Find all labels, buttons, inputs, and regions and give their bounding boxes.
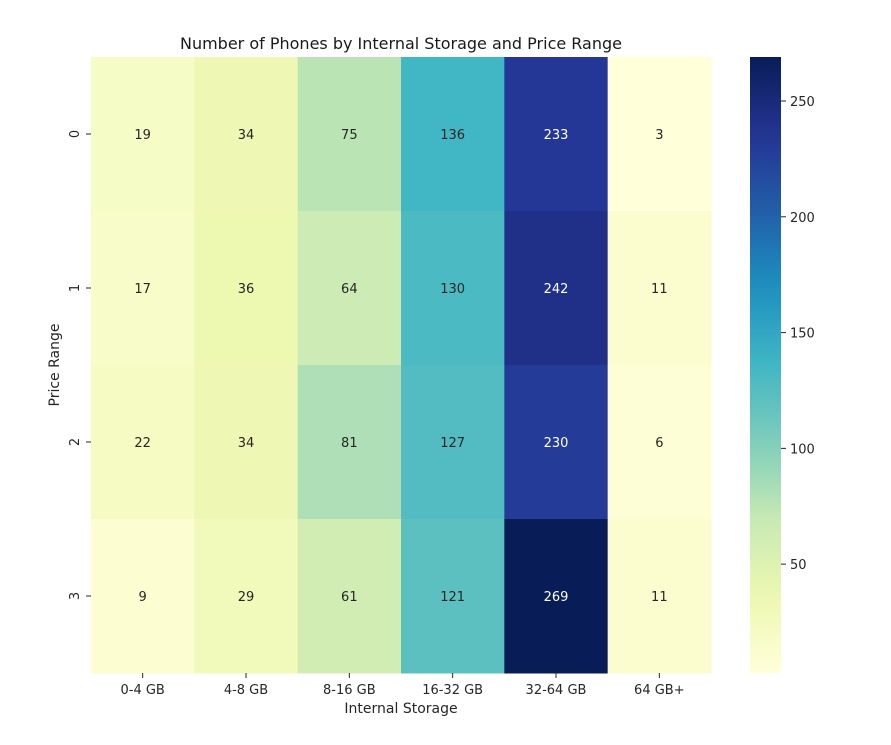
- cell-value-label: 9: [139, 590, 147, 605]
- colorbar-tick-label: 100: [790, 442, 815, 457]
- cell-value-label: 130: [440, 282, 465, 297]
- heatmap-cell: [607, 57, 712, 212]
- cell-value-label: 17: [134, 282, 151, 297]
- heatmap-cell: [297, 519, 402, 674]
- y-axis-ticks: 0 1 2 3: [68, 130, 91, 600]
- colorbar-tick-label: 150: [790, 327, 815, 342]
- cell-value-label: 19: [134, 128, 151, 143]
- cell-value-label: 233: [544, 128, 569, 143]
- cell-value-label: 29: [238, 590, 255, 605]
- heatmap-cell: [91, 519, 195, 674]
- cell-value-label: 242: [544, 282, 569, 297]
- cell-value-label: 127: [440, 436, 465, 451]
- x-tick-label: 16-32 GB: [422, 683, 483, 698]
- cell-value-label: 34: [238, 128, 255, 143]
- cell-value-label: 3: [655, 128, 663, 143]
- x-tick-label: 32-64 GB: [526, 683, 587, 698]
- heatmap-cell: [194, 211, 299, 366]
- cell-value-label: 64: [341, 282, 358, 297]
- x-axis-label: Internal Storage: [344, 701, 457, 717]
- heatmap-cell: [297, 365, 402, 520]
- heatmap-cell: [401, 211, 505, 366]
- cell-value-label: 136: [440, 128, 465, 143]
- cell-value-label: 34: [238, 436, 255, 451]
- heatmap-cell: [504, 211, 609, 366]
- heatmap-cell: [91, 365, 195, 520]
- cell-value-label: 36: [238, 282, 255, 297]
- heatmap-cell: [194, 519, 299, 674]
- y-tick-label: 3: [68, 592, 83, 600]
- y-tick-label: 2: [68, 438, 83, 446]
- cell-value-label: 75: [341, 128, 358, 143]
- heatmap-cell: [297, 211, 402, 366]
- heatmap-cell: [91, 211, 195, 366]
- heatmap-cell: [297, 57, 402, 212]
- x-tick-label: 8-16 GB: [323, 683, 376, 698]
- colorbar-ticks: 50 100 150 200 250: [781, 95, 815, 573]
- heatmap-cell: [91, 57, 195, 212]
- heatmap-cell: [504, 365, 609, 520]
- cell-value-label: 230: [544, 436, 569, 451]
- colorbar-tick-label: 250: [790, 95, 815, 110]
- chart-title: Number of Phones by Internal Storage and…: [180, 34, 622, 53]
- cell-value-label: 22: [134, 436, 151, 451]
- heatmap-cell: [194, 365, 299, 520]
- heatmap-cell: [401, 519, 505, 674]
- heatmap-cell: [607, 365, 712, 520]
- colorbar: 50 100 150 200 250: [750, 57, 815, 673]
- cell-value-label: 81: [341, 436, 358, 451]
- y-tick-label: 1: [68, 284, 83, 292]
- x-tick-label: 0-4 GB: [120, 683, 164, 698]
- colorbar-tick-label: 200: [790, 211, 815, 226]
- heatmap-cell: [401, 365, 505, 520]
- heatmap-cell: [194, 57, 299, 212]
- cell-value-label: 11: [651, 282, 668, 297]
- heatmap-cell: [607, 211, 712, 366]
- cell-value-label: 269: [544, 590, 569, 605]
- heatmap-cell: [504, 57, 609, 212]
- x-tick-label: 64 GB+: [634, 683, 685, 698]
- heatmap-cells: 19 34 75 136 233 3 17 36 64 130 242 11 22 34 81 127 230 6…: [91, 57, 712, 674]
- cell-value-label: 11: [651, 590, 668, 605]
- cell-value-label: 61: [341, 590, 358, 605]
- colorbar-gradient: [750, 57, 781, 673]
- x-axis-ticks: 0-4 GB 4-8 GB 8-16 GB 16-32 GB 32-64 GB 64 GB…: [120, 673, 685, 698]
- heatmap-cell: [401, 57, 505, 212]
- cell-value-label: 121: [440, 590, 465, 605]
- y-tick-label: 0: [68, 130, 83, 138]
- heatmap-cell: [607, 519, 712, 674]
- x-tick-label: 4-8 GB: [224, 683, 268, 698]
- cell-value-label: 6: [655, 436, 663, 451]
- y-axis-label: Price Range: [47, 324, 63, 407]
- colorbar-tick-label: 50: [790, 558, 807, 573]
- heatmap-cell: [504, 519, 609, 674]
